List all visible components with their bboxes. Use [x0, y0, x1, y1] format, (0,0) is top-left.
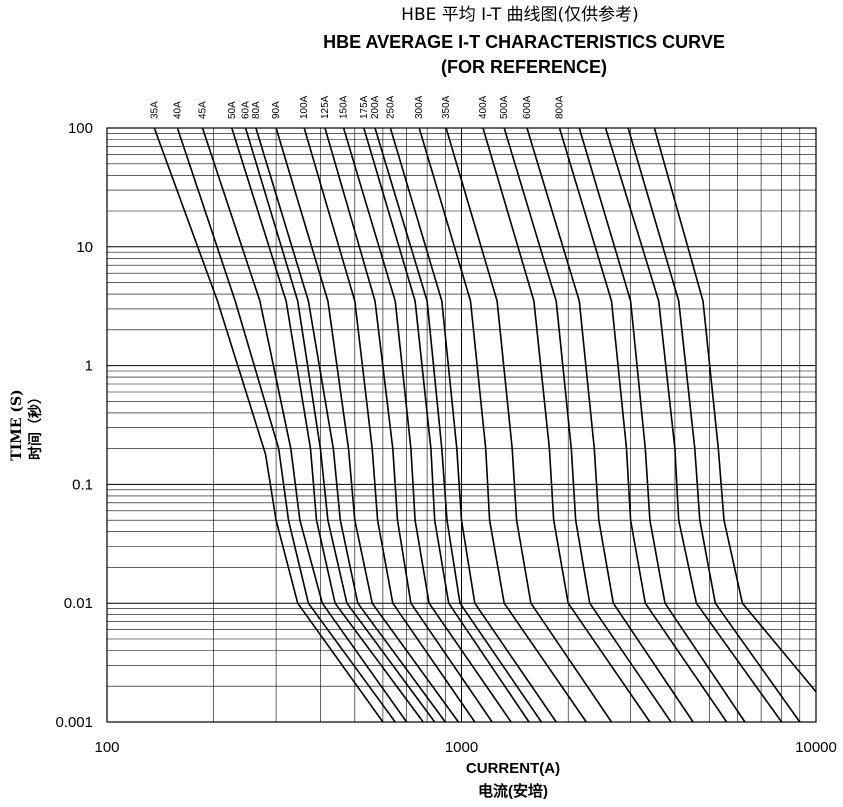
series-label-350A: 350A [441, 95, 452, 119]
series-line-600A [526, 127, 694, 723]
x-axis-label-cn: 电流(安培) [478, 782, 548, 800]
series-label-300A: 300A [414, 95, 425, 119]
series-line-50A [231, 127, 424, 723]
series-line-60A [244, 127, 436, 723]
y-tick-label: 0.1 [72, 476, 93, 493]
series-line-200A [374, 127, 543, 723]
curves [153, 127, 817, 723]
series-label-175A: 175A [359, 95, 370, 119]
x-tick-label: 10000 [795, 739, 837, 756]
series-line-500A [503, 127, 672, 723]
series-label-60A: 60A [241, 101, 252, 119]
series-line-40A [176, 127, 396, 723]
series-line-unlabeled [578, 127, 746, 723]
series-line-800A [558, 127, 728, 723]
y-tick-label: 1 [85, 358, 93, 375]
y-axis-label: TIME (S) [9, 389, 25, 460]
chart-title: HBE 平均 I-T 曲线图(仅供参考) [401, 5, 639, 25]
series-line-125A [324, 127, 493, 723]
series-line-90A [275, 127, 460, 723]
series-label-90A: 90A [271, 101, 282, 119]
series-label-600A: 600A [522, 95, 533, 119]
series-label-100A: 100A [299, 95, 310, 119]
series-line-350A [445, 127, 613, 723]
series-label-45A: 45A [198, 101, 209, 119]
x-tick-label: 1000 [445, 739, 478, 756]
grid [107, 128, 816, 722]
y-tick-label: 10 [76, 239, 93, 256]
x-tick-label: 100 [94, 739, 119, 756]
x-tick-labels: 100 1000 10000 [94, 739, 836, 756]
y-tick-labels: 100 10 1 0.1 0.01 0.001 [55, 120, 93, 731]
series-label-35A: 35A [149, 101, 160, 119]
series-line-250A [389, 127, 557, 723]
x-axis-label: CURRENT(A) [466, 760, 560, 777]
series-line-45A [201, 127, 408, 723]
series-line-80A [255, 127, 446, 723]
series-line-unlabeled [627, 127, 801, 723]
series-line-unlabeled [653, 127, 817, 693]
series-label-80A: 80A [251, 101, 262, 119]
plot-frame [106, 127, 817, 723]
series-line-35A [153, 127, 384, 723]
series-line-150A [342, 127, 512, 723]
series-line-unlabeled [604, 127, 783, 723]
series-line-400A [482, 127, 651, 723]
series-label-125A: 125A [320, 95, 331, 119]
y-axis-label-cn: 时间（秒） [27, 390, 44, 460]
series-label-50A: 50A [227, 101, 238, 119]
series-label-400A: 400A [478, 95, 489, 119]
y-tick-label: 100 [68, 120, 93, 137]
series-label-800A: 800A [555, 95, 566, 119]
series-label-500A: 500A [499, 95, 510, 119]
series-line-100A [303, 127, 476, 723]
y-tick-label: 0.001 [55, 714, 93, 731]
series-label-150A: 150A [339, 95, 350, 119]
series-line-175A [363, 127, 530, 723]
series-label-40A: 40A [172, 101, 183, 119]
chart-subtitle: HBE AVERAGE I-T CHARACTERISTICS CURVE [323, 32, 725, 52]
chart-subtitle-reference: (FOR REFERENCE) [441, 57, 607, 77]
series-label-250A: 250A [385, 95, 396, 119]
series-label-200A: 200A [370, 95, 381, 119]
curve-labels: 35A 40A 45A 50A 60A 80A 90A 100A 125A 150A 175A 200… [149, 95, 565, 119]
y-tick-label: 0.01 [64, 595, 93, 612]
series-line-300A [418, 127, 587, 723]
